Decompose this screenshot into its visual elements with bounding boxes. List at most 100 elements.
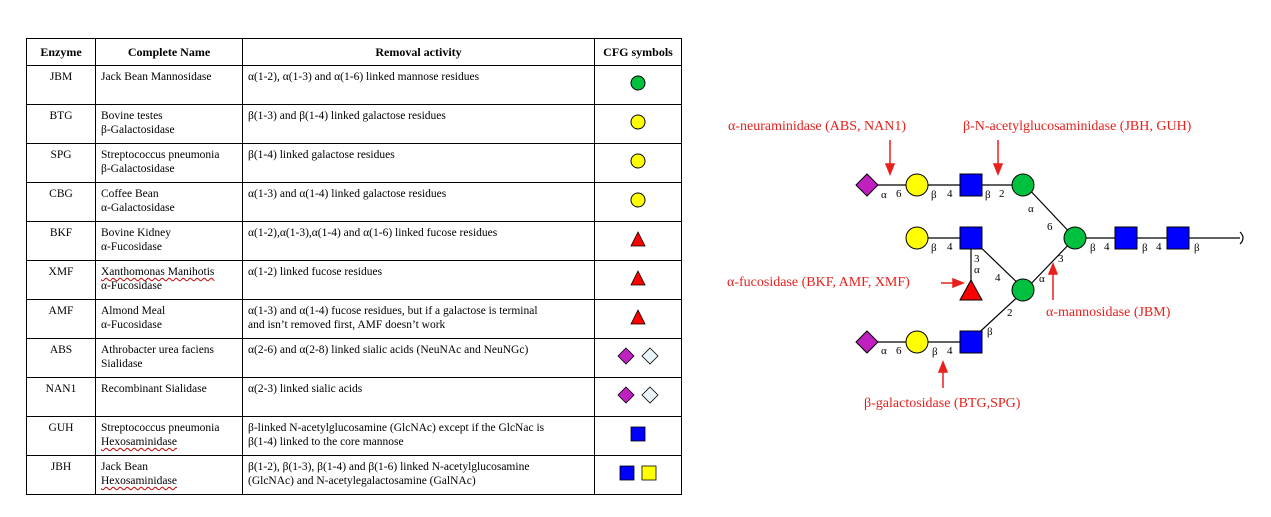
removal-activity-cell: β(1-3) and β(1-4) linked galactose resid… (242, 104, 595, 144)
linkage-fuc-alpha: α (974, 264, 980, 276)
header-cfg-symbols: CFG symbols (594, 38, 682, 66)
complete-name-cell: Almond Meal α-Fucosidase (95, 299, 243, 339)
cfg-symbols-cell (594, 182, 682, 222)
light-diamond-icon (641, 347, 659, 365)
removal-activity-cell: α(2-6) and α(2-8) linked sialic acids (N… (242, 338, 595, 378)
glcnac-square-core-1 (1114, 226, 1138, 250)
removal-activity-line-1: α(2-6) and α(2-8) linked sialic acids (N… (248, 344, 529, 356)
complete-name-cell: Athrobacter urea faciens Sialidase (95, 338, 243, 378)
label-neuraminidase: α-neuraminidase (ABS, NAN1) (728, 119, 907, 134)
removal-activity-line-1: β(1-3) and β(1-4) linked galactose resid… (248, 110, 446, 122)
enzyme-abbr-text: NAN1 (45, 383, 77, 395)
enzyme-abbreviation: AMF (26, 299, 96, 339)
removal-activity-cell: α(1-3) and α(1-4) fucose residues, but i… (242, 299, 595, 339)
header-enzyme: Enzyme (26, 38, 96, 66)
linkage-bot-gal-pos: 4 (947, 345, 953, 357)
complete-name-line-1: Athrobacter urea faciens (101, 344, 215, 356)
yellow-circle-icon (630, 192, 646, 208)
table-row: AMF Almond Meal α-Fucosidase α(1-3) and α(1… (26, 299, 682, 339)
linkage-mid-glc-pos: 4 (995, 272, 1001, 284)
label-fucosidase: α-fucosidase (BKF, AMF, XMF) (727, 275, 910, 290)
removal-activity-line-2: β(1-4) linked to the core mannose (248, 436, 404, 448)
complete-name-line-1: Coffee Bean (101, 188, 159, 200)
enzyme-abbreviation: GUH (26, 416, 96, 456)
removal-activity-cell: α(1-2),α(1-3),α(1-4) and α(1-6) linked f… (242, 221, 595, 261)
removal-activity-line-1: α(1-2),α(1-3),α(1-4) and α(1-6) linked f… (248, 227, 498, 239)
yellow-square-icon (641, 465, 657, 481)
removal-activity-cell: β(1-2), β(1-3), β(1-4) and β(1-6) linked… (242, 455, 595, 495)
complete-name-cell: Recombinant Sialidase (95, 377, 243, 417)
complete-name-cell: Streptococcus pneumonia Hexosaminidase (95, 416, 243, 456)
complete-name-cell: Streptococcus pneumonia β-Galactosidase (95, 143, 243, 183)
enzyme-abbr-text: JBH (50, 461, 72, 473)
removal-activity-cell: α(2-3) linked sialic acids (242, 377, 595, 417)
linkage-bot-glc-beta: β (987, 326, 993, 338)
glcnac-square-bottom (959, 330, 983, 354)
complete-name-cell: Bovine Kidney α-Fucosidase (95, 221, 243, 261)
enzyme-abbreviation: CBG (26, 182, 96, 222)
glcnac-square-top (959, 173, 983, 197)
glcnac-square-middle (959, 226, 983, 250)
cfg-symbols-cell (594, 221, 682, 261)
green-circle-icon (630, 75, 646, 91)
linkage-core-beta-1: β (1090, 242, 1096, 254)
table-row: BKF Bovine Kidney α-Fucosidase α(1-2),α(1-3… (26, 221, 682, 261)
table-row: NAN1 Recombinant Sialidase α(2-3) linked s… (26, 377, 682, 417)
linkage-top-gal-beta: β (931, 189, 937, 201)
removal-activity-line-2: and isn’t removed first, AMF doesn’t wor… (248, 319, 446, 331)
header-removal-activity: Removal activity (242, 38, 595, 66)
cfg-symbols-cell (594, 104, 682, 144)
removal-activity-line-1: α(1-3) and α(1-4) linked galactose resid… (248, 188, 447, 200)
label-galactosidase: β-galactosidase (BTG,SPG) (864, 396, 1021, 411)
mannose-circle-lower (1011, 278, 1035, 302)
enzyme-abbreviation: JBM (26, 65, 96, 105)
cfg-symbols-cell (594, 299, 682, 339)
complete-name-line-1: Xanthomonas Manihotis (101, 266, 215, 278)
enzyme-abbr-text: JBM (49, 71, 73, 83)
linkage-bot-man-alpha: α (1039, 273, 1045, 285)
complete-name-line-1: Jack Bean Mannosidase (101, 71, 212, 83)
fucosidase-arrow-head (952, 277, 966, 289)
label-glucosaminidase: β-N-acetylglucosaminidase (JBH, GUH) (963, 119, 1192, 134)
enzyme-abbr-text: BTG (49, 110, 73, 122)
light-diamond-icon (641, 386, 659, 404)
yellow-circle-icon (630, 114, 646, 130)
complete-name-line-2: α-Fucosidase (101, 319, 162, 331)
complete-name-line-2: α-Fucosidase (101, 241, 162, 253)
enzyme-table: Enzyme Complete Name Removal activity CF… (26, 38, 682, 495)
cfg-symbols-cell (594, 338, 682, 378)
linkage-bot-glc-pos: 2 (1007, 307, 1013, 319)
table-row: JBH Jack Bean Hexosaminidase β(1-2), β(1-3)… (26, 455, 682, 495)
mannose-circle-core (1063, 226, 1087, 250)
fucose-triangle (959, 278, 983, 301)
galactose-circle-bottom (905, 330, 929, 354)
enzyme-abbr-text: SPG (50, 149, 72, 161)
yellow-circle-icon (630, 153, 646, 169)
complete-name-cell: Coffee Bean α-Galactosidase (95, 182, 243, 222)
red-triangle-icon (630, 309, 646, 325)
complete-name-cell: Bovine testes β-Galactosidase (95, 104, 243, 144)
complete-name-line-1: Almond Meal (101, 305, 166, 317)
enzyme-abbreviation: ABS (26, 338, 96, 378)
complete-name-line-2: α-Fucosidase (101, 280, 162, 292)
red-triangle-icon (630, 231, 646, 247)
galactose-circle-top (905, 173, 929, 197)
cfg-symbols-cell (594, 65, 682, 105)
linkage-top-glc-pos: 2 (999, 188, 1005, 200)
linkage-top-man-pos: 6 (1047, 221, 1053, 233)
enzyme-abbr-text: XMF (48, 266, 74, 278)
complete-name-cell: Jack Bean Mannosidase (95, 65, 243, 105)
linkage-top-sia-alpha: α (881, 189, 887, 201)
neuraminidase-arrow-head (884, 163, 896, 177)
enzyme-abbreviation: SPG (26, 143, 96, 183)
cfg-symbols-cell (594, 377, 682, 417)
linkage-core-pos-2: 4 (1156, 241, 1162, 253)
cfg-symbols-cell (594, 455, 682, 495)
complete-name-line-2: Hexosaminidase (101, 475, 178, 487)
mannosidase-arrow-head (1047, 261, 1059, 275)
complete-name-line-2: β-Galactosidase (101, 163, 175, 175)
enzyme-abbr-text: AMF (48, 305, 74, 317)
removal-activity-line-1: β(1-4) linked galactose residues (248, 149, 395, 161)
linkage-core-beta-2: β (1142, 242, 1148, 254)
linkage-bot-gal-beta: β (932, 346, 938, 358)
